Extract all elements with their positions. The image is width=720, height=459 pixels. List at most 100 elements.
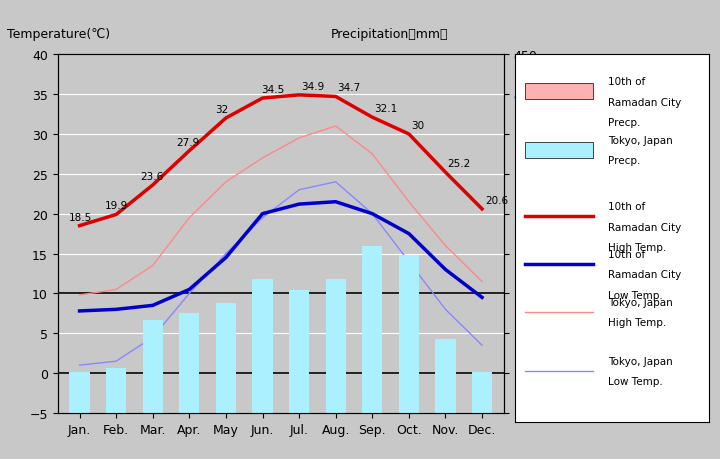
Bar <box>179 411 199 415</box>
Tokyo, Japan
Low Temp. <box>75 363 84 368</box>
Tokyo, Japan
High Temp. <box>441 243 450 249</box>
Tokyo, Japan
High Temp. <box>368 152 377 157</box>
10th of
Ramadan City
Low Temp. <box>112 307 120 313</box>
Text: 18.5: 18.5 <box>68 212 92 222</box>
Line: Tokyo, Japan
Low Temp.: Tokyo, Japan Low Temp. <box>79 182 482 365</box>
10th of
Ramadan City
High Temp. <box>112 212 120 218</box>
Bar <box>216 303 236 413</box>
Bar <box>106 369 126 413</box>
Tokyo, Japan
High Temp. <box>478 279 487 285</box>
Bar <box>289 411 309 415</box>
Tokyo, Japan
Low Temp. <box>331 179 340 185</box>
Tokyo, Japan
Low Temp. <box>405 259 413 265</box>
Tokyo, Japan
Low Temp. <box>294 188 303 193</box>
Text: Tokyo, Japan: Tokyo, Japan <box>608 356 673 366</box>
Bar <box>143 411 163 415</box>
Text: 34.7: 34.7 <box>338 83 361 93</box>
Text: 32.1: 32.1 <box>374 104 397 114</box>
10th of
Ramadan City
High Temp. <box>441 170 450 176</box>
Text: 34.9: 34.9 <box>301 82 324 92</box>
10th of
Ramadan City
Low Temp. <box>148 303 157 308</box>
Bar <box>216 411 236 415</box>
Bar <box>179 313 199 413</box>
Text: Ramadan City: Ramadan City <box>608 97 681 107</box>
Tokyo, Japan
High Temp. <box>294 136 303 141</box>
Bar <box>436 411 456 415</box>
Text: Low Temp.: Low Temp. <box>608 376 663 386</box>
Text: Tokyo, Japan: Tokyo, Japan <box>608 297 673 308</box>
Text: Temperature(℃): Temperature(℃) <box>7 28 110 41</box>
Bar <box>106 411 126 415</box>
Bar <box>399 411 419 415</box>
Bar <box>325 280 346 413</box>
Text: Ramadan City: Ramadan City <box>608 270 681 280</box>
Tokyo, Japan
Low Temp. <box>441 307 450 313</box>
Text: 19.9: 19.9 <box>105 201 128 211</box>
10th of
Ramadan City
Low Temp. <box>368 212 377 217</box>
10th of
Ramadan City
Low Temp. <box>258 212 267 217</box>
Tokyo, Japan
High Temp. <box>331 124 340 129</box>
Bar <box>325 411 346 415</box>
10th of
Ramadan City
High Temp. <box>368 115 377 121</box>
Text: Precp.: Precp. <box>608 156 641 166</box>
Tokyo, Japan
Low Temp. <box>368 212 377 217</box>
Text: 10th of: 10th of <box>608 77 645 87</box>
10th of
Ramadan City
Low Temp. <box>405 231 413 237</box>
FancyBboxPatch shape <box>524 84 593 100</box>
Text: Low Temp.: Low Temp. <box>608 290 663 300</box>
Text: 20.6: 20.6 <box>486 196 509 206</box>
Line: Tokyo, Japan
High Temp.: Tokyo, Japan High Temp. <box>79 127 482 295</box>
Tokyo, Japan
Low Temp. <box>148 335 157 340</box>
10th of
Ramadan City
Low Temp. <box>441 267 450 273</box>
Bar <box>362 411 382 415</box>
FancyBboxPatch shape <box>524 142 593 159</box>
10th of
Ramadan City
Low Temp. <box>478 295 487 301</box>
Text: 30: 30 <box>410 121 424 131</box>
10th of
Ramadan City
Low Temp. <box>75 308 84 314</box>
Text: 10th of: 10th of <box>608 202 645 212</box>
Line: 10th of
Ramadan City
Low Temp.: 10th of Ramadan City Low Temp. <box>79 202 482 311</box>
Bar <box>70 372 89 413</box>
Tokyo, Japan
Low Temp. <box>478 343 487 348</box>
10th of
Ramadan City
High Temp. <box>331 95 340 100</box>
Text: High Temp.: High Temp. <box>608 318 667 328</box>
Tokyo, Japan
Low Temp. <box>222 251 230 257</box>
Bar <box>436 339 456 413</box>
Bar <box>143 320 163 413</box>
Tokyo, Japan
High Temp. <box>75 292 84 298</box>
10th of
Ramadan City
High Temp. <box>258 96 267 101</box>
Bar <box>253 411 273 415</box>
Tokyo, Japan
Low Temp. <box>112 358 120 364</box>
Tokyo, Japan
High Temp. <box>405 200 413 205</box>
Bar <box>472 411 492 415</box>
Text: Ramadan City: Ramadan City <box>608 222 681 232</box>
Tokyo, Japan
High Temp. <box>185 215 194 221</box>
Text: 34.5: 34.5 <box>261 85 284 95</box>
Text: Precipitation（mm）: Precipitation（mm） <box>331 28 449 41</box>
Text: Precp.: Precp. <box>608 118 641 128</box>
10th of
Ramadan City
High Temp. <box>294 93 303 98</box>
Text: 25.2: 25.2 <box>447 159 471 169</box>
Tokyo, Japan
High Temp. <box>148 263 157 269</box>
Tokyo, Japan
High Temp. <box>112 287 120 292</box>
10th of
Ramadan City
High Temp. <box>222 116 230 122</box>
Bar <box>362 246 382 413</box>
Text: High Temp.: High Temp. <box>608 242 667 252</box>
Bar <box>399 256 419 413</box>
Text: 27.9: 27.9 <box>176 137 199 147</box>
10th of
Ramadan City
High Temp. <box>478 207 487 212</box>
Text: 10th of: 10th of <box>608 250 645 260</box>
Tokyo, Japan
High Temp. <box>222 179 230 185</box>
Bar <box>253 280 273 413</box>
10th of
Ramadan City
High Temp. <box>148 183 157 188</box>
Bar <box>472 373 492 413</box>
10th of
Ramadan City
High Temp. <box>75 224 84 229</box>
10th of
Ramadan City
Low Temp. <box>185 287 194 292</box>
Line: 10th of
Ramadan City
High Temp.: 10th of Ramadan City High Temp. <box>79 95 482 226</box>
Text: 23.6: 23.6 <box>140 172 163 182</box>
10th of
Ramadan City
Low Temp. <box>294 202 303 207</box>
Text: Tokyo, Japan: Tokyo, Japan <box>608 136 673 146</box>
10th of
Ramadan City
High Temp. <box>185 149 194 154</box>
Text: 32: 32 <box>215 105 228 115</box>
Tokyo, Japan
High Temp. <box>258 156 267 161</box>
